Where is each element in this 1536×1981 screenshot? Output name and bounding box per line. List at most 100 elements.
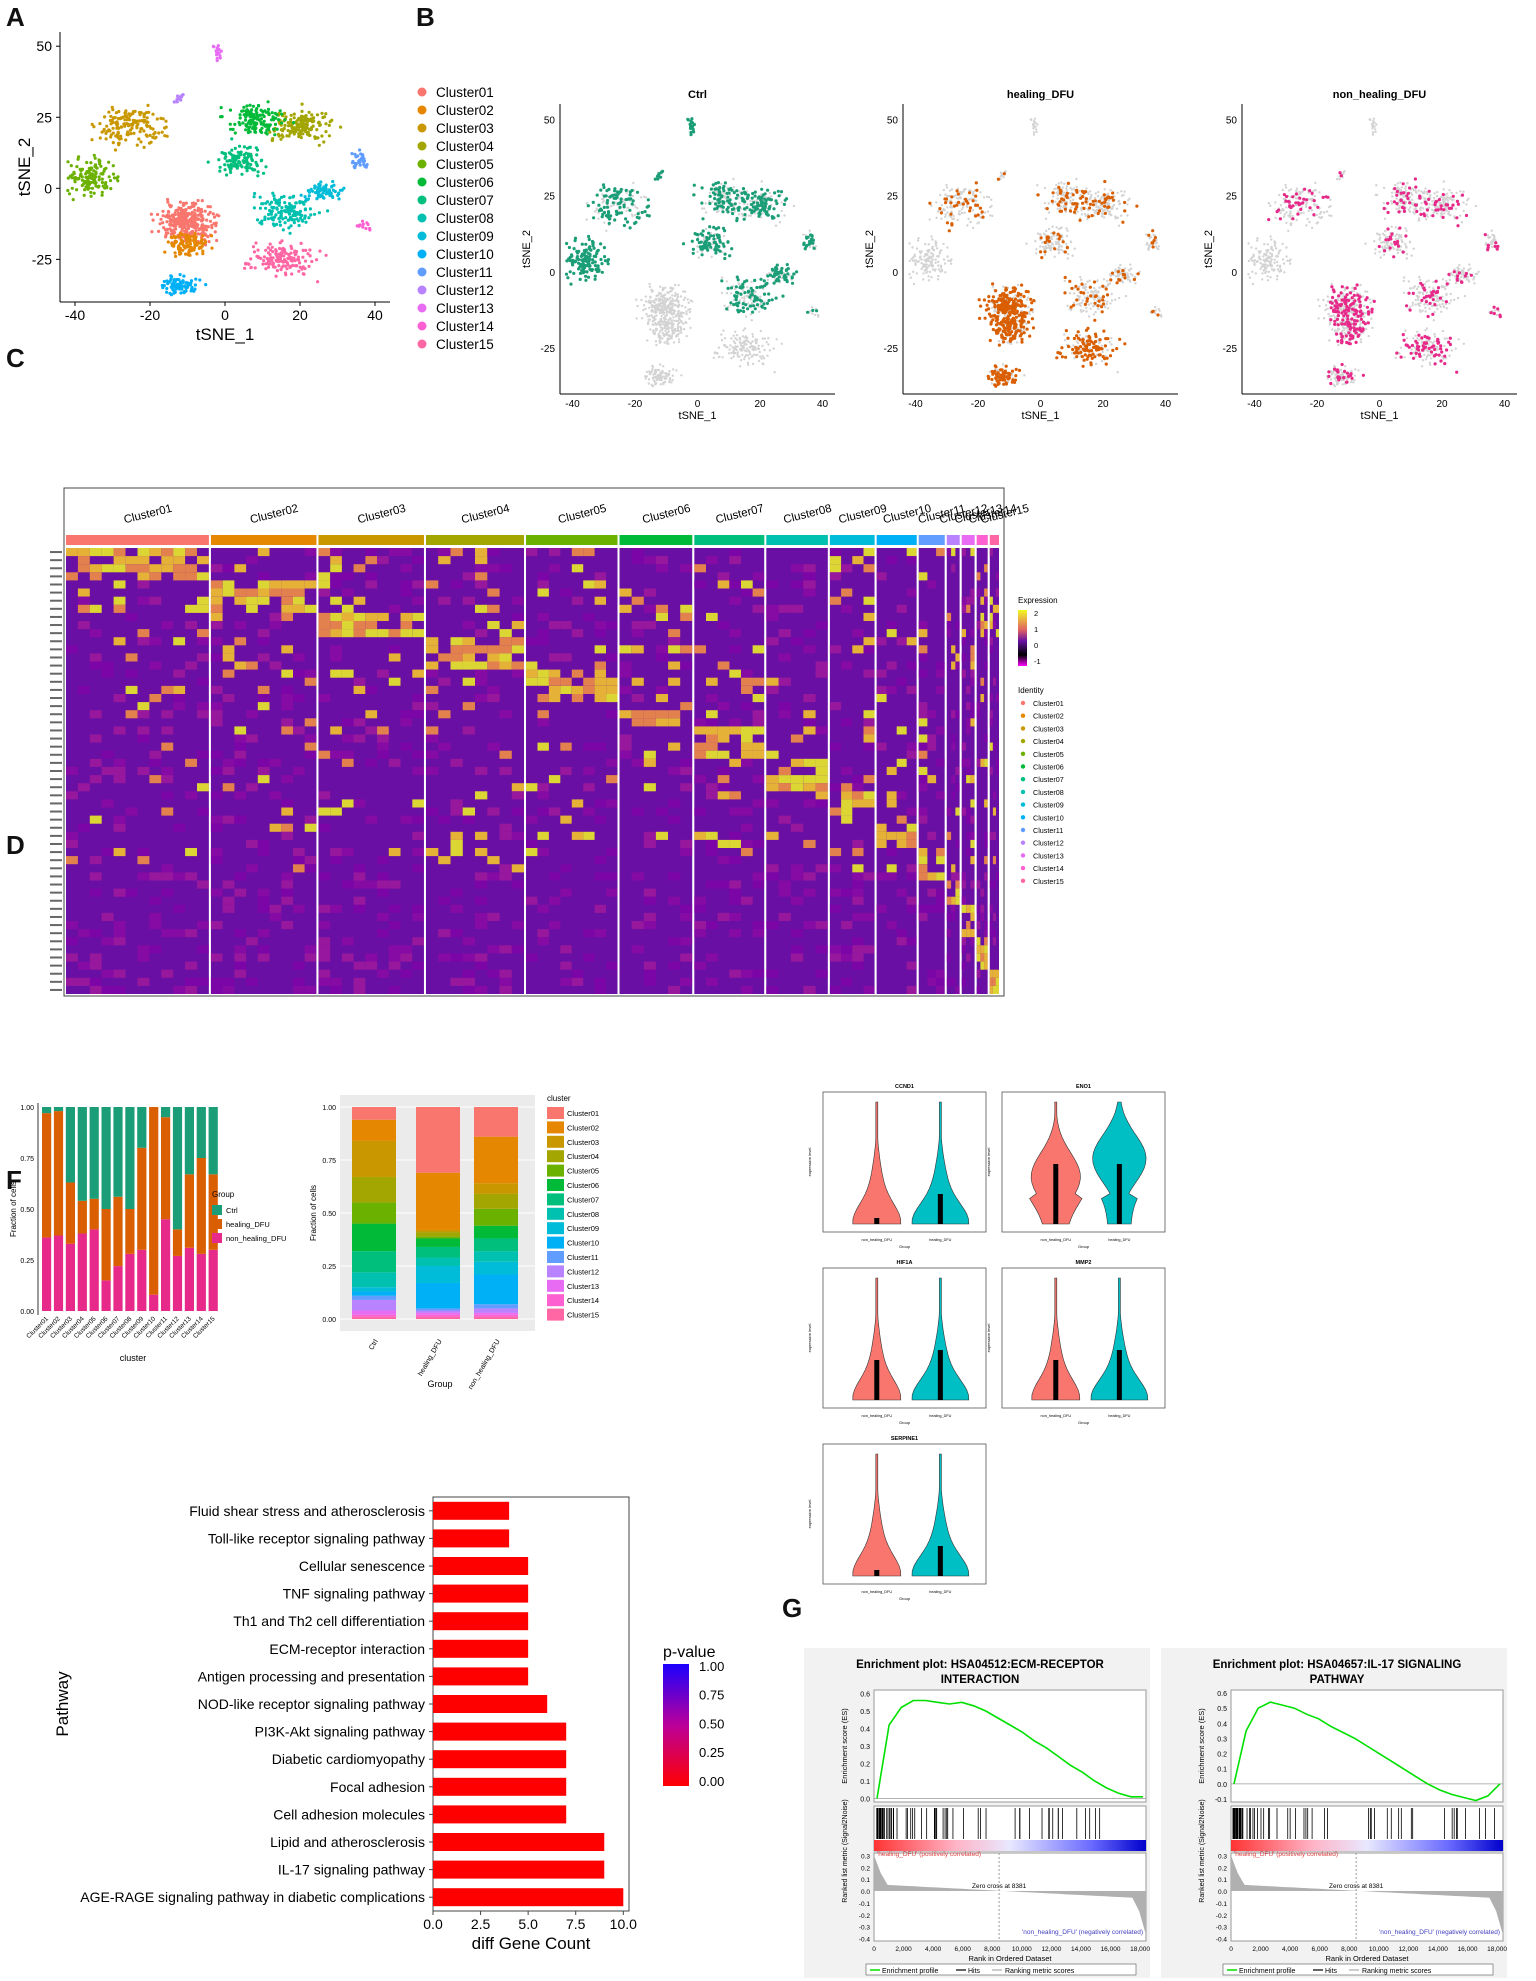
scatter-point [186,239,190,243]
highlight-point [585,270,589,274]
background-point [659,285,662,288]
highlight-point [938,207,942,211]
scatter-point [302,272,306,276]
highlight-point [766,188,770,192]
background-point [1065,189,1069,192]
scatter-point [301,121,305,125]
highlight-point [691,247,696,251]
scatter-point [211,212,215,216]
highlight-point [1039,236,1043,240]
background-point [1089,190,1092,193]
background-point [649,328,652,331]
highlight-point [980,210,984,214]
background-point [681,304,684,308]
scatter-point [170,275,174,279]
background-point [1072,301,1076,304]
background-point [930,260,934,263]
background-point [950,262,953,265]
scatter-point [73,178,77,182]
highlight-point [1093,301,1097,305]
scatter-point [255,218,260,222]
highlight-point [733,202,737,206]
scatter-point [273,122,278,126]
highlight-point [718,197,722,201]
background-point [810,306,814,309]
background-point [749,342,752,345]
background-point [668,317,671,321]
scatter-point [180,227,184,231]
background-point [1050,237,1054,241]
background-point [1117,296,1121,300]
highlight-point [775,277,780,281]
background-point [679,327,683,330]
scatter-point [173,236,178,240]
scatter-point [215,58,219,63]
highlight-point [692,122,697,127]
highlight-point [966,201,970,205]
background-point [1078,334,1082,337]
highlight-point [599,207,603,211]
scatter-point [305,132,310,136]
background-point [1069,240,1073,243]
highlight-point [742,309,746,314]
highlight-point [726,210,730,214]
background-point [747,214,751,217]
scatter-point [277,198,281,202]
background-point [1075,303,1078,306]
scatter-point [318,123,322,127]
background-point [919,255,922,258]
highlight-point [1111,198,1115,202]
scatter-point [366,222,370,227]
scatter-point [354,162,358,166]
background-point [635,298,638,301]
highlight-point [1014,315,1019,319]
scatter-point [327,134,331,138]
highlight-point [1064,355,1068,359]
scatter-point [314,136,319,140]
scatter-point [179,98,183,102]
panel-label-b: B [416,2,435,32]
scatter-point [296,255,300,259]
background-point [1029,118,1033,121]
scatter-point [299,241,303,245]
background-point [934,258,937,261]
background-point [958,210,961,213]
background-point [766,354,769,357]
background-point [664,314,667,318]
highlight-point [1092,280,1097,284]
background-point [682,327,686,331]
scatter-point [295,217,299,221]
legend-swatch [417,141,427,151]
scatter-point [280,265,284,269]
scatter-point [268,248,273,252]
background-point [1066,229,1069,232]
scatter-point [126,122,130,126]
highlight-point [1136,272,1140,276]
scatter-point [272,127,276,131]
highlight-point [736,278,740,282]
background-point [1050,235,1053,239]
highlight-point [760,187,764,191]
background-point [1108,212,1111,215]
scatter-point [259,117,263,121]
scatter-point [228,122,232,126]
background-point [668,369,671,373]
highlight-point [764,199,768,203]
scatter-point [122,122,126,126]
background-point [1039,245,1042,248]
scatter-point [219,49,223,53]
background-point [666,291,669,294]
scatter-point [277,210,281,215]
background-point [1106,348,1109,352]
scatter-point [327,123,331,127]
scatter-point [92,191,96,195]
highlight-point [759,196,763,200]
background-point [1066,257,1070,260]
scatter-point [191,214,195,218]
highlight-point [1020,304,1024,308]
highlight-point [580,242,584,246]
background-point [1108,282,1112,285]
background-point [682,298,685,301]
background-point [659,319,662,322]
